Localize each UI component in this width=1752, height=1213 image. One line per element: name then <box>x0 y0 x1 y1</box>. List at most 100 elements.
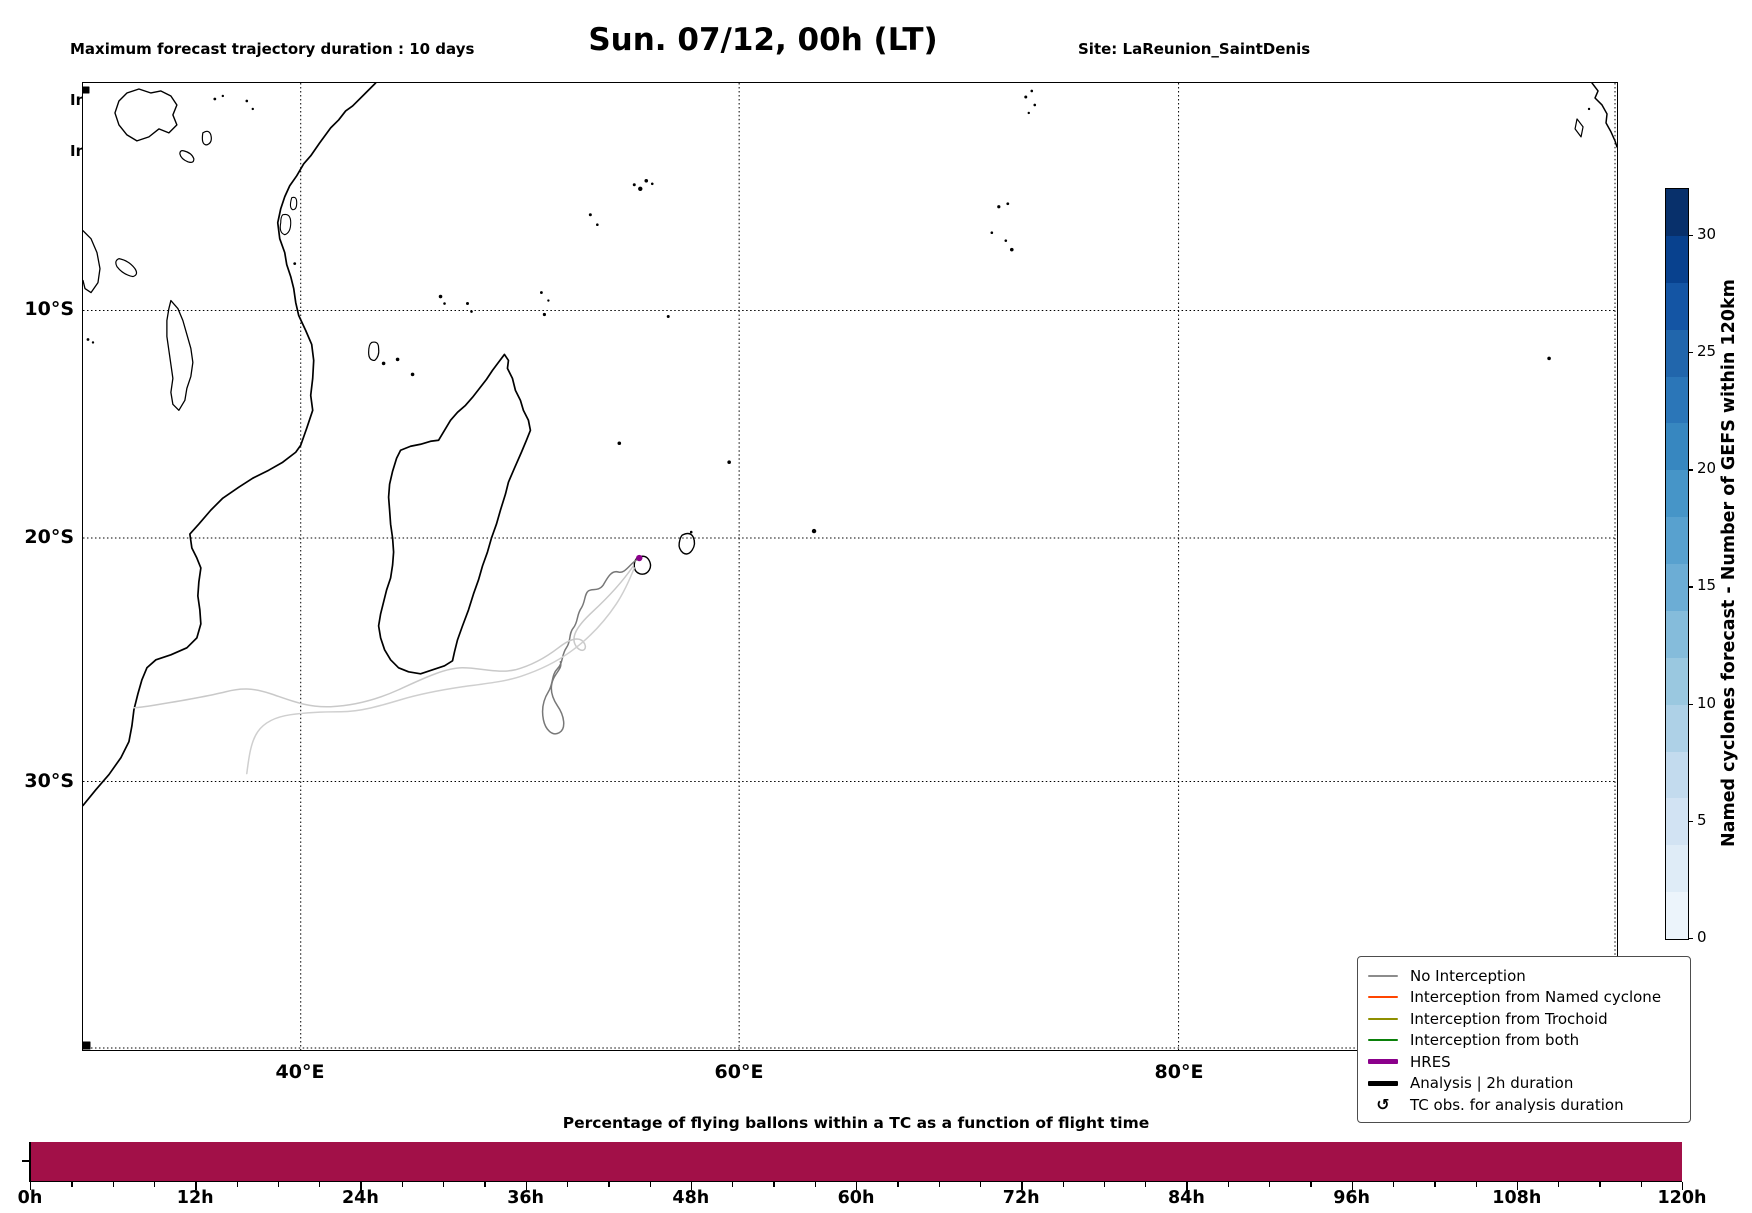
bottom-chart-y-tick <box>22 1160 29 1162</box>
colorbar-tick <box>1688 586 1693 588</box>
x-minor-tick <box>1599 1182 1601 1187</box>
island-dot <box>470 310 473 313</box>
x-minor-tick <box>649 1182 651 1187</box>
legend-item-label: No Interception <box>1410 966 1526 985</box>
legend-line <box>1368 1080 1398 1086</box>
lake-rukwa <box>115 258 138 278</box>
legend-item: ↺ TC obs. for analysis duration <box>1368 1094 1680 1116</box>
x-major-tick <box>1516 1182 1519 1190</box>
lake-malawi <box>166 299 194 411</box>
island-reunion <box>633 555 652 575</box>
colorbar-tick <box>1688 234 1693 237</box>
colorbar-tick <box>1688 469 1693 471</box>
x-major-tick <box>856 1182 858 1190</box>
colorbar-tick-label: 30 <box>1697 224 1717 243</box>
colorbar-segment <box>1666 282 1688 330</box>
island-zanzibar <box>279 213 292 236</box>
colorbar-segment <box>1666 704 1688 752</box>
rotate-ccw-icon: ↺ <box>1376 1094 1390 1114</box>
x-minor-tick <box>71 1182 73 1187</box>
colorbar-segment <box>1666 423 1688 471</box>
island-dot <box>245 99 249 103</box>
x-minor-tick <box>401 1182 404 1187</box>
coast-madagascar <box>377 353 532 675</box>
x-major-tick <box>195 1182 197 1190</box>
x-major-tick <box>1351 1182 1353 1190</box>
island-dot <box>251 107 254 111</box>
colorbar-segment <box>1666 845 1688 893</box>
legend-line <box>1368 1039 1398 1042</box>
map-svg <box>83 83 1617 1050</box>
legend-item-label: Interception from both <box>1410 1031 1580 1050</box>
x-minor-tick <box>608 1182 610 1187</box>
tc-obs-icon: ↺ <box>1368 1094 1398 1114</box>
island-dot <box>1024 95 1028 99</box>
lake-eyasi <box>179 150 195 163</box>
island-dot <box>86 338 90 341</box>
x-minor-tick <box>1310 1182 1312 1187</box>
colorbar-tick <box>1688 938 1693 940</box>
x-major-tick <box>30 1182 32 1190</box>
legend-item: Analysis | 2h duration <box>1368 1073 1680 1095</box>
island-pemba-tz <box>289 196 298 211</box>
x-major-tick <box>1186 1182 1188 1190</box>
x-minor-tick <box>153 1182 156 1187</box>
island-dot <box>381 361 386 366</box>
island-dot <box>644 179 649 183</box>
lat-tick-label: 30°S <box>24 770 74 792</box>
x-minor-tick <box>1145 1182 1147 1187</box>
lake-natron <box>201 130 212 146</box>
x-minor-tick <box>1392 1182 1395 1187</box>
map-panel: No Interception Interception from Named c… <box>82 82 1691 1123</box>
island-dot <box>632 183 636 187</box>
legend-line <box>1368 1017 1398 1020</box>
x-tick-label: 48h <box>672 1188 710 1208</box>
island-dot <box>617 441 622 446</box>
lat-tick-label: 20°S <box>24 526 74 548</box>
colorbar-tick-label: 20 <box>1697 459 1717 478</box>
legend-item-label: Interception from Trochoid <box>1410 1009 1608 1028</box>
x-tick-label: 108h <box>1492 1188 1542 1208</box>
island-dot <box>1547 356 1551 361</box>
x-minor-tick <box>1269 1182 1271 1187</box>
island-dot <box>466 302 469 306</box>
colorbar-segment <box>1666 235 1688 283</box>
legend-line-swatch <box>1368 996 1398 999</box>
x-minor-tick <box>1640 1182 1643 1187</box>
island-dot <box>540 291 543 294</box>
colorbar-segment <box>1666 189 1688 236</box>
x-tick-label: 60h <box>837 1188 875 1208</box>
legend-item: Interception from Trochoid <box>1368 1008 1680 1030</box>
coast-africa <box>83 83 377 807</box>
lat-tick-label: 10°S <box>24 298 74 320</box>
x-tick-label: 72h <box>1002 1188 1040 1208</box>
x-minor-tick <box>1475 1182 1477 1187</box>
island-dot <box>1006 202 1010 206</box>
legend-line-swatch <box>1368 1080 1398 1086</box>
island-dot <box>410 372 415 377</box>
x-minor-tick <box>814 1182 817 1187</box>
trajectory-gray-light-1 <box>133 565 635 709</box>
bottom-chart-title: Percentage of flying ballons within a TC… <box>562 1114 1150 1132</box>
island-dot <box>221 94 225 98</box>
legend-line <box>1368 974 1398 977</box>
island-dot <box>588 213 592 217</box>
colorbar-tick-label: 0 <box>1697 928 1707 946</box>
x-tick-label: 96h <box>1333 1188 1370 1208</box>
legend-line-swatch <box>1368 1039 1398 1042</box>
colorbar-segment <box>1666 329 1688 377</box>
colorbar-tick-label: 5 <box>1697 810 1707 829</box>
island-dot <box>727 460 731 465</box>
island-dot <box>1030 89 1034 93</box>
corner-fragment-topleft <box>83 86 90 94</box>
x-minor-tick <box>773 1182 775 1187</box>
x-major-tick <box>1021 1182 1023 1190</box>
lake-victoria <box>114 88 178 142</box>
colorbar-segment <box>1666 517 1688 564</box>
legend-line <box>1368 996 1398 999</box>
legend-line-swatch <box>1368 1059 1398 1065</box>
legend-item: Interception from Named cyclone <box>1368 987 1680 1009</box>
legend-line-swatch <box>1368 974 1398 977</box>
x-tick-label: 12h <box>176 1188 214 1208</box>
